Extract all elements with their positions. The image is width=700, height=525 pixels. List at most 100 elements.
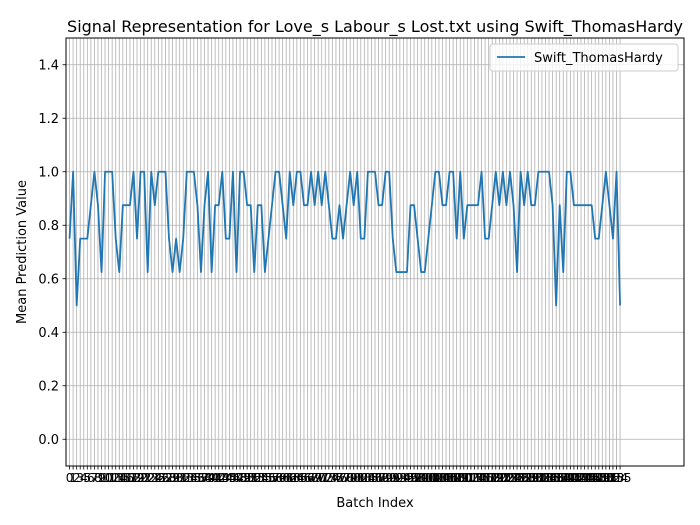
x-tick-label: 91 (385, 471, 400, 485)
x-tick-label: 95 (399, 471, 414, 485)
x-tick-label: 6 (87, 471, 95, 485)
x-tick-label: 16 (119, 471, 134, 485)
x-tick-label: 67 (300, 471, 315, 485)
x-tick-label: 110 (449, 471, 472, 485)
x-tick-label: 75 (328, 471, 343, 485)
x-tick-label: 5 (83, 471, 91, 485)
x-tick-label: 84 (360, 471, 375, 485)
x-tick-label: 119 (481, 471, 504, 485)
x-tick-label: 61 (279, 471, 294, 485)
x-tick-label: 90 (382, 471, 397, 485)
x-tick-label: 34 (183, 471, 198, 485)
series-line-swift-thomashardy (68, 170, 621, 307)
x-tick-label: 62 (282, 471, 297, 485)
x-tick-label: 93 (392, 471, 407, 485)
x-tick-label: 129 (516, 471, 539, 485)
x-tick-label: 0 (66, 471, 74, 485)
x-tick-label: 150 (591, 471, 614, 485)
x-tick-label: 111 (452, 471, 475, 485)
x-tick-label: 43 (215, 471, 230, 485)
x-tick-label: 29 (165, 471, 180, 485)
y-tick-label: 0.2 (38, 379, 59, 394)
x-tick-label: 136 (541, 471, 564, 485)
x-tick-label: 7 (91, 471, 99, 485)
x-tick-label: 85 (364, 471, 379, 485)
x-tick-label: 151 (594, 471, 617, 485)
x-tick-label: 155 (609, 471, 632, 485)
x-tick-label: 79 (342, 471, 357, 485)
x-tick-label: 60 (275, 471, 290, 485)
x-tick-label: 23 (144, 471, 159, 485)
x-tick-label: 4 (80, 471, 88, 485)
x-tick-label: 66 (296, 471, 311, 485)
x-tick-label: 104 (427, 471, 450, 485)
x-axis: 0123456789101112131415161718192021222324… (66, 466, 632, 485)
x-tick-label: 31 (172, 471, 187, 485)
x-tick-label: 148 (584, 471, 607, 485)
x-tick-label: 52 (247, 471, 262, 485)
x-tick-label: 51 (243, 471, 258, 485)
x-tick-label: 69 (307, 471, 322, 485)
x-tick-label: 128 (513, 471, 536, 485)
x-tick-label: 89 (378, 471, 393, 485)
x-tick-label: 59 (271, 471, 286, 485)
x-tick-label: 147 (580, 471, 603, 485)
x-tick-label: 134 (534, 471, 557, 485)
x-tick-label: 54 (254, 471, 269, 485)
x-tick-label: 94 (396, 471, 411, 485)
x-tick-label: 63 (286, 471, 301, 485)
x-tick-label: 99 (414, 471, 429, 485)
x-tick-label: 77 (335, 471, 350, 485)
x-tick-label: 49 (236, 471, 251, 485)
x-tick-label: 71 (314, 471, 329, 485)
x-tick-label: 50 (239, 471, 254, 485)
x-tick-label: 33 (179, 471, 194, 485)
x-tick-label: 53 (250, 471, 265, 485)
x-tick-label: 56 (261, 471, 276, 485)
x-tick-label: 145 (573, 471, 596, 485)
x-tick-label: 58 (268, 471, 283, 485)
x-tick-label: 57 (264, 471, 279, 485)
x-tick-label: 112 (456, 471, 479, 485)
x-tick-label: 39 (200, 471, 215, 485)
x-tick-label: 123 (495, 471, 518, 485)
x-tick-label: 137 (545, 471, 568, 485)
y-tick-label: 1.0 (38, 165, 59, 180)
x-tick-label: 88 (374, 471, 389, 485)
x-tick-label: 78 (339, 471, 354, 485)
x-tick-label: 46 (225, 471, 240, 485)
legend-label: Swift_ThomasHardy (534, 51, 663, 66)
series-layer (68, 170, 621, 307)
x-tick-label: 76 (332, 471, 347, 485)
x-tick-label: 86 (367, 471, 382, 485)
x-tick-label: 74 (325, 471, 340, 485)
x-tick-label: 38 (197, 471, 212, 485)
x-tick-label: 1 (69, 471, 77, 485)
x-tick-label: 37 (193, 471, 208, 485)
x-tick-label: 146 (577, 471, 600, 485)
x-tick-label: 154 (605, 471, 628, 485)
legend-box (489, 43, 679, 72)
x-tick-label: 100 (413, 471, 436, 485)
x-tick-label: 32 (176, 471, 191, 485)
x-tick-label: 97 (406, 471, 421, 485)
x-tick-label: 19 (129, 471, 144, 485)
x-tick-label: 83 (357, 471, 372, 485)
x-tick-label: 26 (154, 471, 169, 485)
x-tick-label: 92 (389, 471, 404, 485)
x-tick-label: 96 (403, 471, 418, 485)
x-tick-label: 144 (570, 471, 593, 485)
x-tick-label: 10 (97, 471, 112, 485)
y-axis: 0.0 0.2 0.4 0.6 0.8 1.0 1.2 1.4 (38, 58, 66, 448)
x-tick-label: 130 (520, 471, 543, 485)
x-tick-label: 116 (470, 471, 493, 485)
x-tick-label: 117 (474, 471, 497, 485)
y-axis-label: Mean Prediction Value (15, 180, 30, 324)
x-tick-label: 48 (232, 471, 247, 485)
x-tick-label: 149 (587, 471, 610, 485)
y-tick-label: 0.0 (38, 433, 59, 448)
x-tick-label: 40 (204, 471, 219, 485)
x-tick-label: 152 (598, 471, 621, 485)
x-tick-label: 68 (303, 471, 318, 485)
